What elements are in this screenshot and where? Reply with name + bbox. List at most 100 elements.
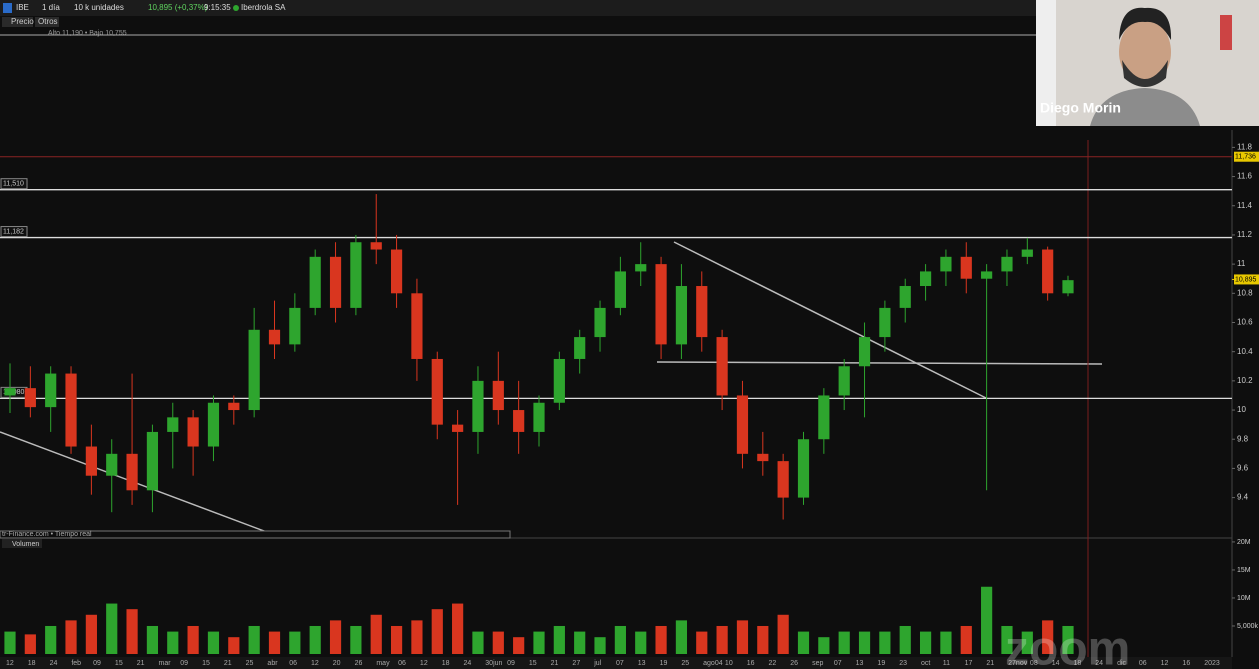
candle-body [981,271,993,279]
candle-body [411,293,423,359]
trendline [656,361,1103,365]
candle-body [207,402,220,447]
x-tick-label: 19 [877,660,885,667]
x-tick-label: 20 [333,660,341,667]
tab[interactable] [35,17,59,27]
x-tick-label: 13 [856,660,864,667]
x-tick-label: 23 [899,660,907,667]
candle-body [777,461,789,498]
period[interactable]: 1 día [42,3,60,12]
volume-bar [838,631,850,654]
units[interactable]: 10 k unidades [74,3,124,12]
candle-body [431,358,443,425]
volume-bar [289,631,301,654]
candle-body [1021,249,1033,257]
candle-body [716,337,728,396]
x-tick-label: 21 [986,660,994,667]
volume-bar [797,631,810,654]
y-tick-label: 9.4 [1237,493,1249,502]
volume-bar [940,631,952,654]
participant-name: Diego Morin [1040,100,1121,116]
volume-bar [65,620,77,654]
x-tick-label: 12 [1161,660,1169,667]
candle-body [106,453,118,476]
y-tick-label: 10.6 [1237,318,1253,327]
y-tick-label: 9.6 [1237,464,1249,473]
volume-bar [492,631,504,654]
x-tick-label: 07 [616,660,624,667]
volume-bar [696,631,708,654]
volume-bar [777,614,789,654]
y-tick-label: 11.8 [1237,142,1253,151]
volume-bar [85,614,97,654]
x-tick-label: 21 [137,660,145,667]
price-badge-label: 10,895 [1235,276,1257,283]
volume-bar [1062,625,1074,654]
y-tick-label: 10.4 [1237,347,1253,356]
x-tick-label: dic [1117,660,1126,667]
candle-body [574,337,586,359]
candle-body [24,388,36,408]
volume-bar [452,603,464,654]
candle-body [472,380,484,432]
volume-bar [736,620,749,654]
x-tick-label: ago04 [703,660,723,667]
candle-body [533,402,545,432]
volume-bar [167,631,179,654]
candle-body [655,264,667,345]
y-tick-label: 10.8 [1237,288,1253,297]
x-tick-label: 15 [529,660,537,667]
x-tick-label: 15 [115,660,123,667]
volume-bar [329,620,342,654]
price-badge [1234,151,1259,162]
x-tick-label: 18 [442,660,450,667]
webcam: Diego Morin [1036,0,1259,126]
price-badge-label: 11,736 [1235,154,1256,161]
x-tick-label: 25 [246,660,254,667]
source: tr-Finance.com • Tiempo real [2,531,92,538]
x-tick-label: 11 [943,660,950,667]
y-tick-label: 9.8 [1237,434,1249,443]
tab-label[interactable]: Otros [38,17,58,26]
candle-body [329,256,342,308]
x-tick-label: 15 [202,660,210,667]
tab-label[interactable]: Precio [11,17,34,26]
symbol[interactable]: IBE [16,3,29,12]
candle-body [1001,256,1013,272]
volume-bar [24,634,36,654]
x-tick-label: 26 [790,660,798,667]
x-tick-label: 22 [769,660,777,667]
x-tick-label: may [376,660,390,667]
candle-body [879,307,891,338]
candle-body [167,417,179,432]
x-tick-label: 09 [93,660,101,667]
volume-bar [106,603,118,654]
volume-bar [187,625,199,654]
candle-body [675,286,688,345]
quote: 10,895 (+0,37%) [148,3,208,12]
level-label: 11,182 [3,228,24,235]
volume-bar [472,631,484,654]
candle-body [553,358,565,403]
candle-body [390,249,403,294]
price-badge [1234,274,1259,285]
candle-body [1042,249,1054,294]
x-axis-bar [0,657,1232,669]
x-tick-label: 06 [398,660,406,667]
volume-tab [2,539,42,548]
tab[interactable] [2,17,33,27]
x-tick-label: 08 [1030,660,1038,667]
x-tick-label: 13 [638,660,646,667]
x-tick-label: abr [267,660,278,667]
volume-bar [370,614,382,654]
level-badge [0,226,28,238]
volume-bar [919,631,932,654]
x-tick-label: 14 [1052,660,1060,667]
candle-body [492,380,504,411]
y-tick-label: 10 [1237,405,1246,414]
volume-bar [879,631,891,654]
y-tick-label: 10.2 [1237,376,1253,385]
candle-body [248,329,260,411]
candle-body [228,402,240,411]
